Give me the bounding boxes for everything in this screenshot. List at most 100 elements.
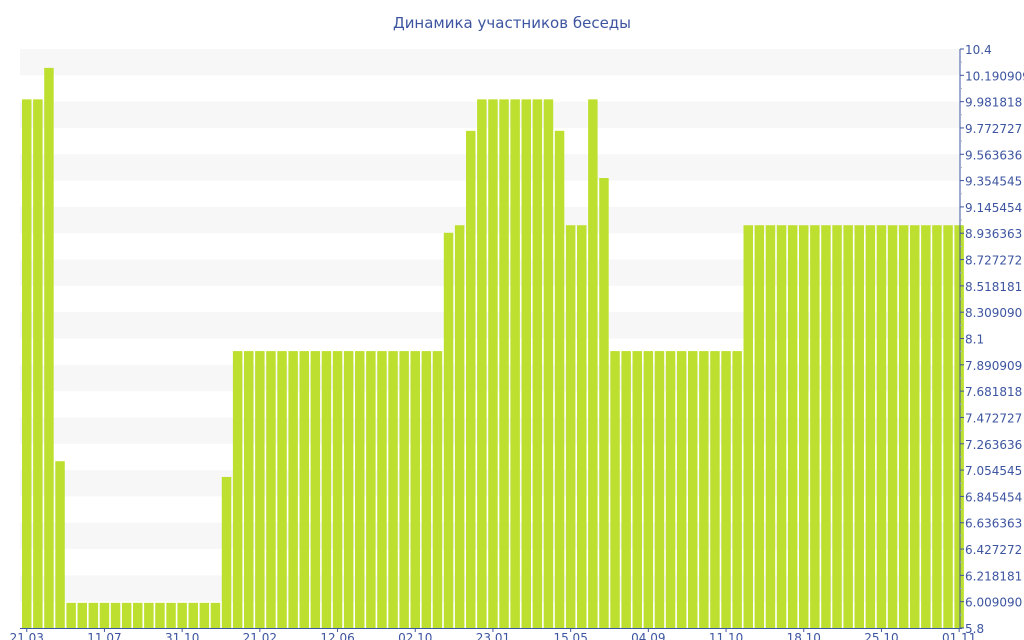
y-tick-label: 8.1 <box>965 333 984 347</box>
bar <box>366 351 376 628</box>
bar <box>610 351 620 628</box>
bar <box>155 602 165 628</box>
y-tick-label: 8.309090 <box>965 306 1022 320</box>
bar <box>876 225 887 628</box>
axes: 10.4 10.190909 9.981818 9.772727 9.563636 9.3… <box>10 43 1024 640</box>
bar <box>266 351 276 628</box>
bar <box>55 461 65 628</box>
y-tick-label: 8.936363 <box>965 227 1022 241</box>
bar <box>33 99 43 628</box>
bar <box>898 225 909 628</box>
bar <box>110 602 121 628</box>
bar <box>244 351 254 628</box>
bar <box>210 602 221 628</box>
x-tick-label: 18.10 <box>787 631 821 640</box>
bar <box>188 602 198 628</box>
bar <box>588 99 598 628</box>
bar <box>177 602 187 628</box>
y-tick-label: 7.054545 <box>965 464 1022 478</box>
bar <box>399 351 409 628</box>
x-tick-label: 04.09 <box>631 631 665 640</box>
bar <box>710 351 720 628</box>
bar <box>865 225 876 628</box>
bar <box>832 225 842 628</box>
bar <box>887 225 898 628</box>
bar <box>921 225 931 628</box>
bar <box>543 99 554 628</box>
y-tick-label: 6.636363 <box>965 517 1022 531</box>
bar <box>221 476 232 628</box>
bar <box>343 351 354 628</box>
bar <box>510 99 520 628</box>
x-tick-label: 21.02 <box>243 631 277 640</box>
bar <box>532 99 543 628</box>
x-tick-label: 11.07 <box>87 631 121 640</box>
bar <box>676 351 687 628</box>
x-tick-label: 23.01 <box>476 631 510 640</box>
bar <box>943 225 953 628</box>
bar <box>932 225 942 628</box>
bar <box>854 225 864 628</box>
bar <box>477 99 487 628</box>
y-tick-label: 9.981818 <box>965 96 1022 110</box>
bar <box>144 602 154 628</box>
bar <box>77 602 87 628</box>
bar <box>232 351 243 628</box>
x-tick-label: 15.05 <box>553 631 587 640</box>
bar <box>432 351 443 628</box>
bar <box>954 225 964 628</box>
bar <box>288 351 298 628</box>
bar <box>199 602 210 628</box>
bar <box>321 351 332 628</box>
bar <box>699 351 709 628</box>
bar <box>66 602 76 628</box>
bar <box>732 351 742 628</box>
bar <box>421 351 432 628</box>
y-tick-label: 7.263636 <box>965 438 1022 452</box>
bar <box>22 99 32 628</box>
bar <box>765 225 776 628</box>
bar <box>133 602 143 628</box>
y-tick-label: 6.845454 <box>965 490 1022 504</box>
bar <box>88 602 99 628</box>
bar <box>599 178 609 629</box>
bar <box>466 130 476 628</box>
y-tick-label: 10.4 <box>965 43 992 57</box>
bar <box>799 225 809 628</box>
bar <box>277 351 287 628</box>
x-tick-label: 01.11 <box>942 631 976 640</box>
bar <box>443 232 454 628</box>
bar <box>776 225 787 628</box>
y-tick-label: 9.772727 <box>965 122 1022 136</box>
x-tick-label: 21.03 <box>10 631 44 640</box>
bar <box>810 225 820 628</box>
x-tick-label: 02.10 <box>398 631 432 640</box>
bar <box>166 602 176 628</box>
bar <box>454 225 465 628</box>
bar <box>565 225 576 628</box>
y-tick-label: 7.890909 <box>965 359 1022 373</box>
bar <box>310 351 321 628</box>
y-tick-label: 6.218181 <box>965 569 1022 583</box>
bar <box>721 351 731 628</box>
bar <box>654 351 665 628</box>
chart-title: Динамика участников беседы <box>393 14 631 32</box>
bar <box>754 225 765 628</box>
bar <box>121 602 132 628</box>
bar <box>332 351 343 628</box>
y-tick-label: 9.354545 <box>965 175 1022 189</box>
bar <box>499 99 509 628</box>
bar <box>521 99 531 628</box>
bar <box>743 225 753 628</box>
y-tick-label: 10.190909 <box>965 69 1024 83</box>
bar <box>577 225 587 628</box>
y-tick-label: 7.681818 <box>965 385 1022 399</box>
bar <box>821 225 831 628</box>
y-tick-label: 8.727272 <box>965 254 1022 268</box>
bar <box>488 99 498 628</box>
x-tick-label: 25.10 <box>864 631 898 640</box>
bar <box>632 351 642 628</box>
bar <box>410 351 420 628</box>
y-tick-label: 7.472727 <box>965 411 1022 425</box>
bar <box>843 225 853 628</box>
